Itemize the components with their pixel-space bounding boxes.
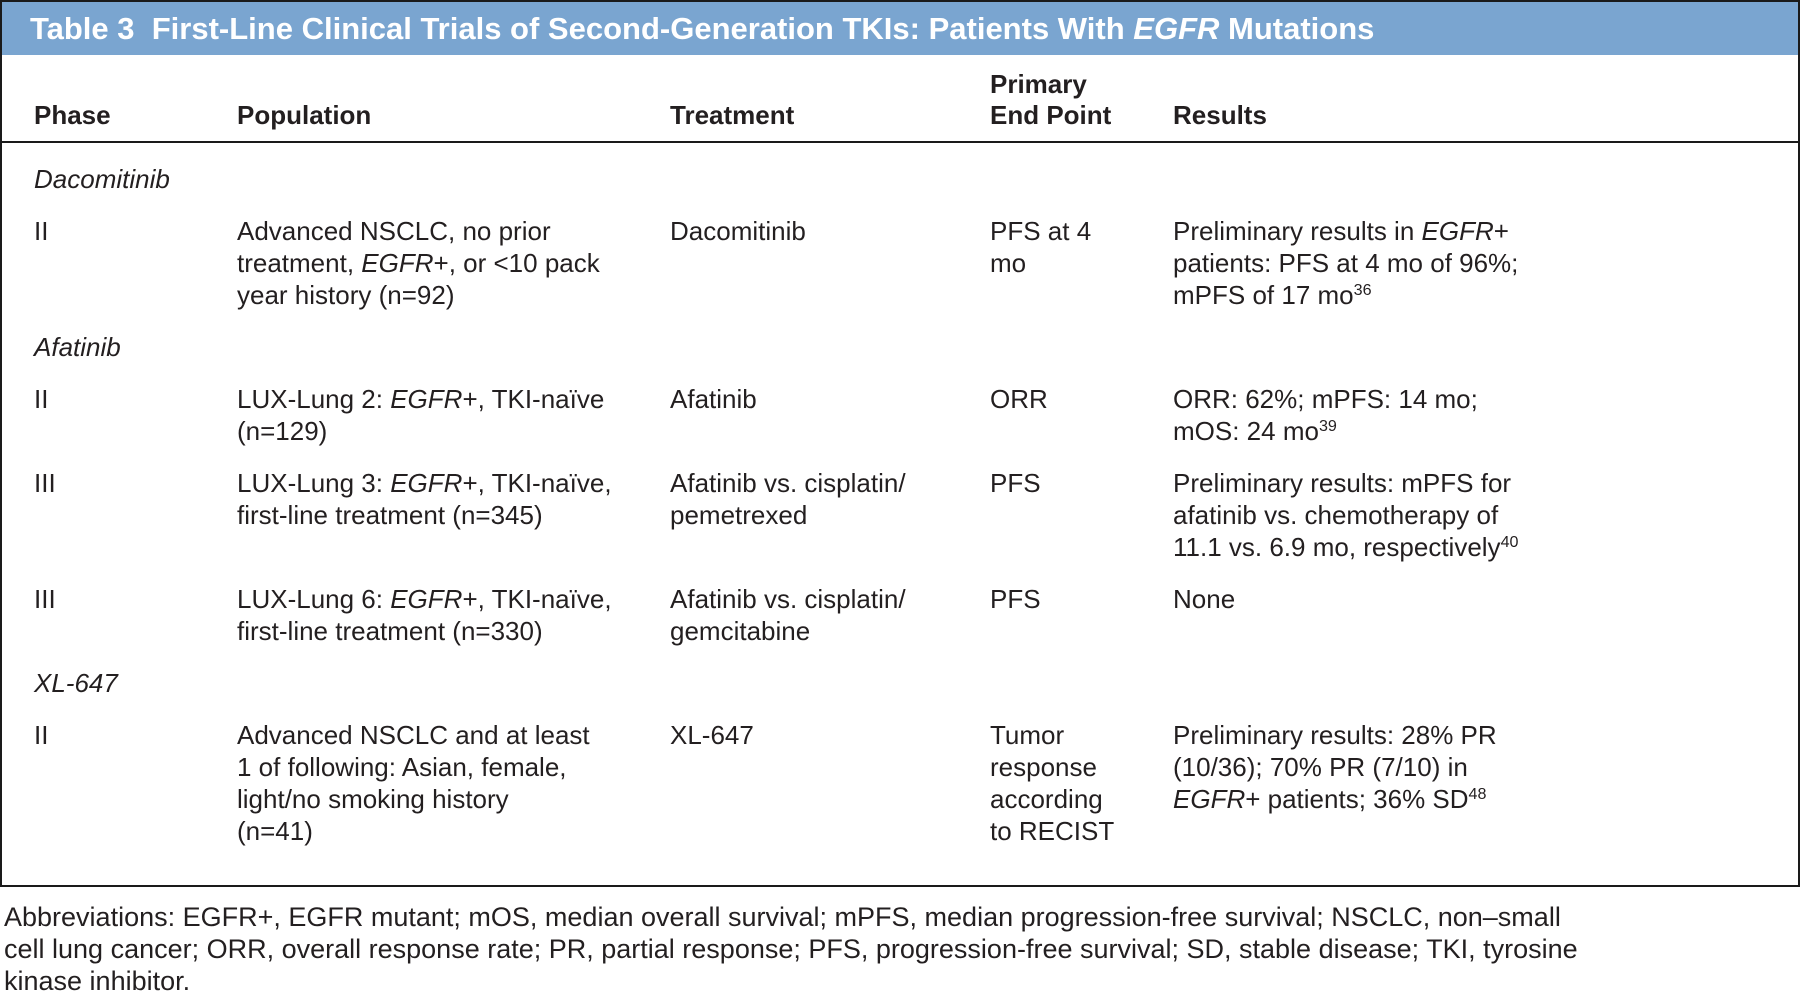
column-header-primary-end-point: Primary End Point (990, 69, 1112, 130)
phase-cell: III (34, 584, 56, 614)
section-label: XL-647 (34, 668, 118, 698)
population-cell: Advanced NSCLC, no prior treatment, EGFR… (237, 216, 600, 310)
column-header-results: Results (1173, 100, 1267, 130)
table-header-row: Phase Population Treatment Primary End P… (2, 55, 1798, 143)
population-cell: LUX-Lung 2: EGFR+, TKI-naïve (n=129) (237, 384, 605, 446)
table-row: II LUX-Lung 2: EGFR+, TKI-naïve (n=129) … (2, 383, 1798, 447)
population-cell: LUX-Lung 3: EGFR+, TKI-naïve, first-line… (237, 468, 612, 530)
table-row: III LUX-Lung 6: EGFR+, TKI-naïve, first-… (2, 583, 1798, 647)
results-cell: Preliminary results: 28% PR (10/36); 70%… (1173, 720, 1497, 814)
column-header-treatment: Treatment (670, 100, 795, 130)
endpoint-cell: PFS (990, 584, 1041, 614)
population-cell: LUX-Lung 6: EGFR+, TKI-naïve, first-line… (237, 584, 612, 646)
endpoint-cell: Tumor response according to RECIST (990, 720, 1115, 846)
phase-cell: II (34, 216, 49, 246)
table-body: Dacomitinib II Advanced NSCLC, no prior … (2, 163, 1798, 885)
results-cell: None (1173, 584, 1236, 614)
table-frame: Table 3 First-Line Clinical Trials of Se… (0, 0, 1800, 887)
results-cell: ORR: 62%; mPFS: 14 mo; mOS: 24 mo39 (1173, 384, 1478, 446)
results-cell: Preliminary results: mPFS for afatinib v… (1173, 468, 1519, 562)
section-label: Dacomitinib (34, 164, 170, 194)
table-title: Table 3 First-Line Clinical Trials of Se… (30, 10, 1375, 46)
column-header-population: Population (237, 100, 372, 130)
results-cell: Preliminary results in EGFR+ patients: P… (1173, 216, 1519, 310)
treatment-cell: Afatinib (670, 384, 757, 414)
table-row: III LUX-Lung 3: EGFR+, TKI-naïve, first-… (2, 467, 1798, 563)
column-header-phase: Phase (34, 100, 111, 130)
phase-cell: II (34, 720, 49, 750)
treatment-cell: Dacomitinib (670, 216, 806, 246)
table-row: II Advanced NSCLC and at least 1 of foll… (2, 719, 1798, 847)
treatment-cell: Afatinib vs. cisplatin/ gemcitabine (670, 584, 906, 646)
phase-cell: III (34, 468, 56, 498)
treatment-cell: XL-647 (670, 720, 754, 750)
table-title-bar: Table 3 First-Line Clinical Trials of Se… (2, 2, 1798, 55)
endpoint-cell: PFS (990, 468, 1041, 498)
phase-cell: II (34, 384, 49, 414)
population-cell: Advanced NSCLC and at least 1 of followi… (237, 720, 590, 846)
table-row: II Advanced NSCLC, no prior treatment, E… (2, 215, 1798, 311)
endpoint-cell: ORR (990, 384, 1048, 414)
treatment-cell: Afatinib vs. cisplatin/ pemetrexed (670, 468, 906, 530)
endpoint-cell: PFS at 4 mo (990, 216, 1092, 278)
section-label: Afatinib (34, 332, 121, 362)
abbreviations-footnote: Abbreviations: EGFR+, EGFR mutant; mOS, … (4, 902, 1578, 996)
